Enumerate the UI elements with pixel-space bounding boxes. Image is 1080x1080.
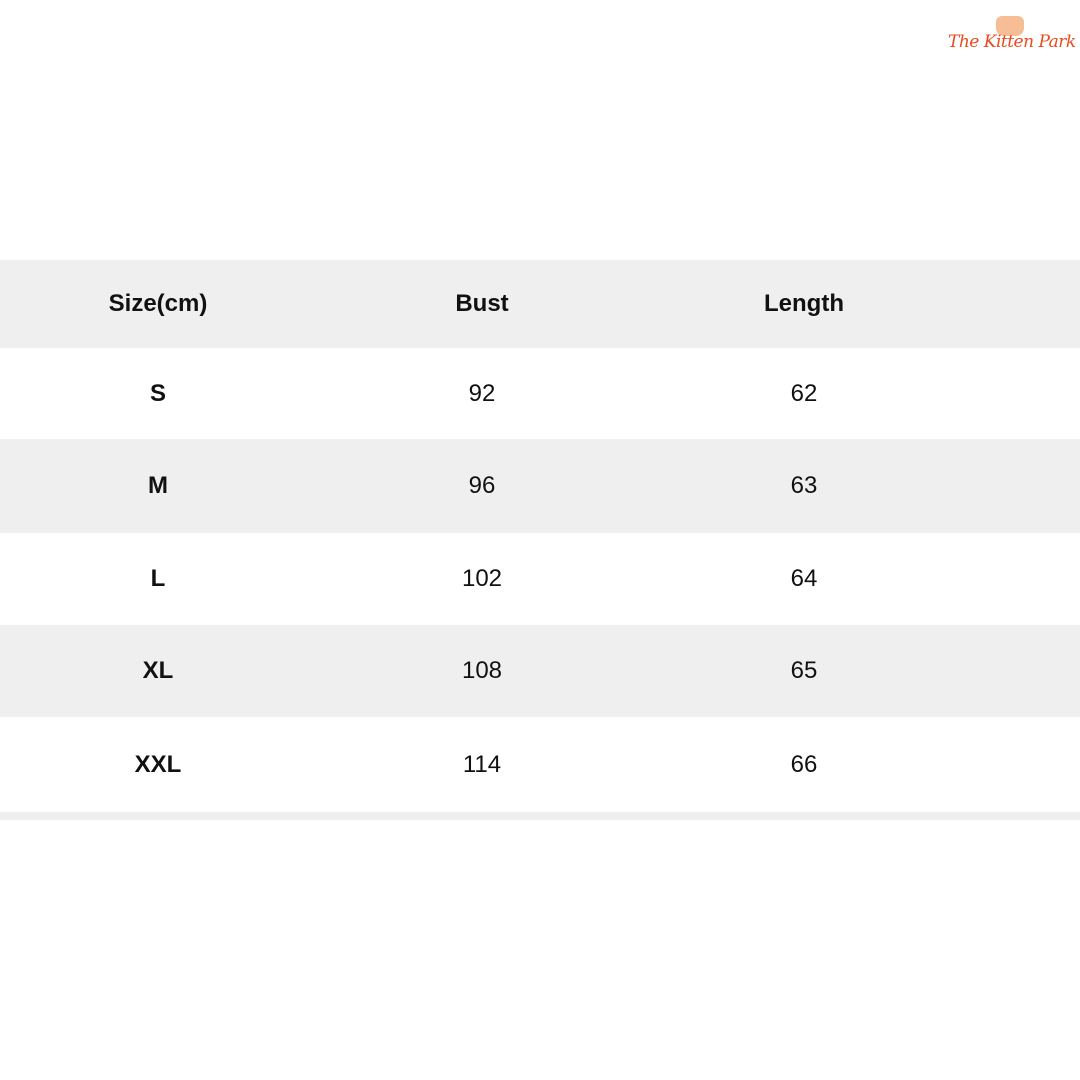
size-chart-table: Size(cm) Bust Length S 92 62 M 96 63 L 1… — [0, 260, 1080, 820]
length-cell: 62 — [790, 379, 818, 407]
size-cell: M — [148, 472, 168, 499]
size-cell: XL — [142, 657, 174, 684]
table-bottom-border — [0, 812, 1080, 820]
header-size: Size(cm) — [108, 290, 208, 317]
table-row: M 96 63 — [0, 439, 1080, 533]
bust-cell: 96 — [468, 472, 496, 499]
length-cell: 65 — [790, 657, 818, 684]
size-cell: L — [150, 565, 166, 592]
table-row: XXL 114 66 — [0, 717, 1080, 812]
brand-logo: The Kitten Park — [948, 14, 1076, 66]
bust-cell: 108 — [461, 657, 503, 684]
table-row: S 92 62 — [0, 348, 1080, 439]
table-header-row: Size(cm) Bust Length — [0, 260, 1080, 348]
table-row: L 102 64 — [0, 533, 1080, 625]
logo-text: The Kitten Park — [948, 32, 1076, 52]
table-row: XL 108 65 — [0, 625, 1080, 717]
size-cell: S — [149, 379, 166, 407]
size-cell: XXL — [134, 750, 182, 778]
bust-cell: 114 — [462, 750, 502, 778]
header-length: Length — [764, 290, 844, 317]
length-cell: 66 — [790, 750, 818, 778]
bust-cell: 102 — [461, 565, 503, 592]
length-cell: 63 — [790, 472, 818, 499]
header-bust: Bust — [455, 290, 509, 317]
cat-icon — [996, 16, 1024, 36]
bust-cell: 92 — [468, 379, 496, 407]
length-cell: 64 — [790, 565, 818, 592]
